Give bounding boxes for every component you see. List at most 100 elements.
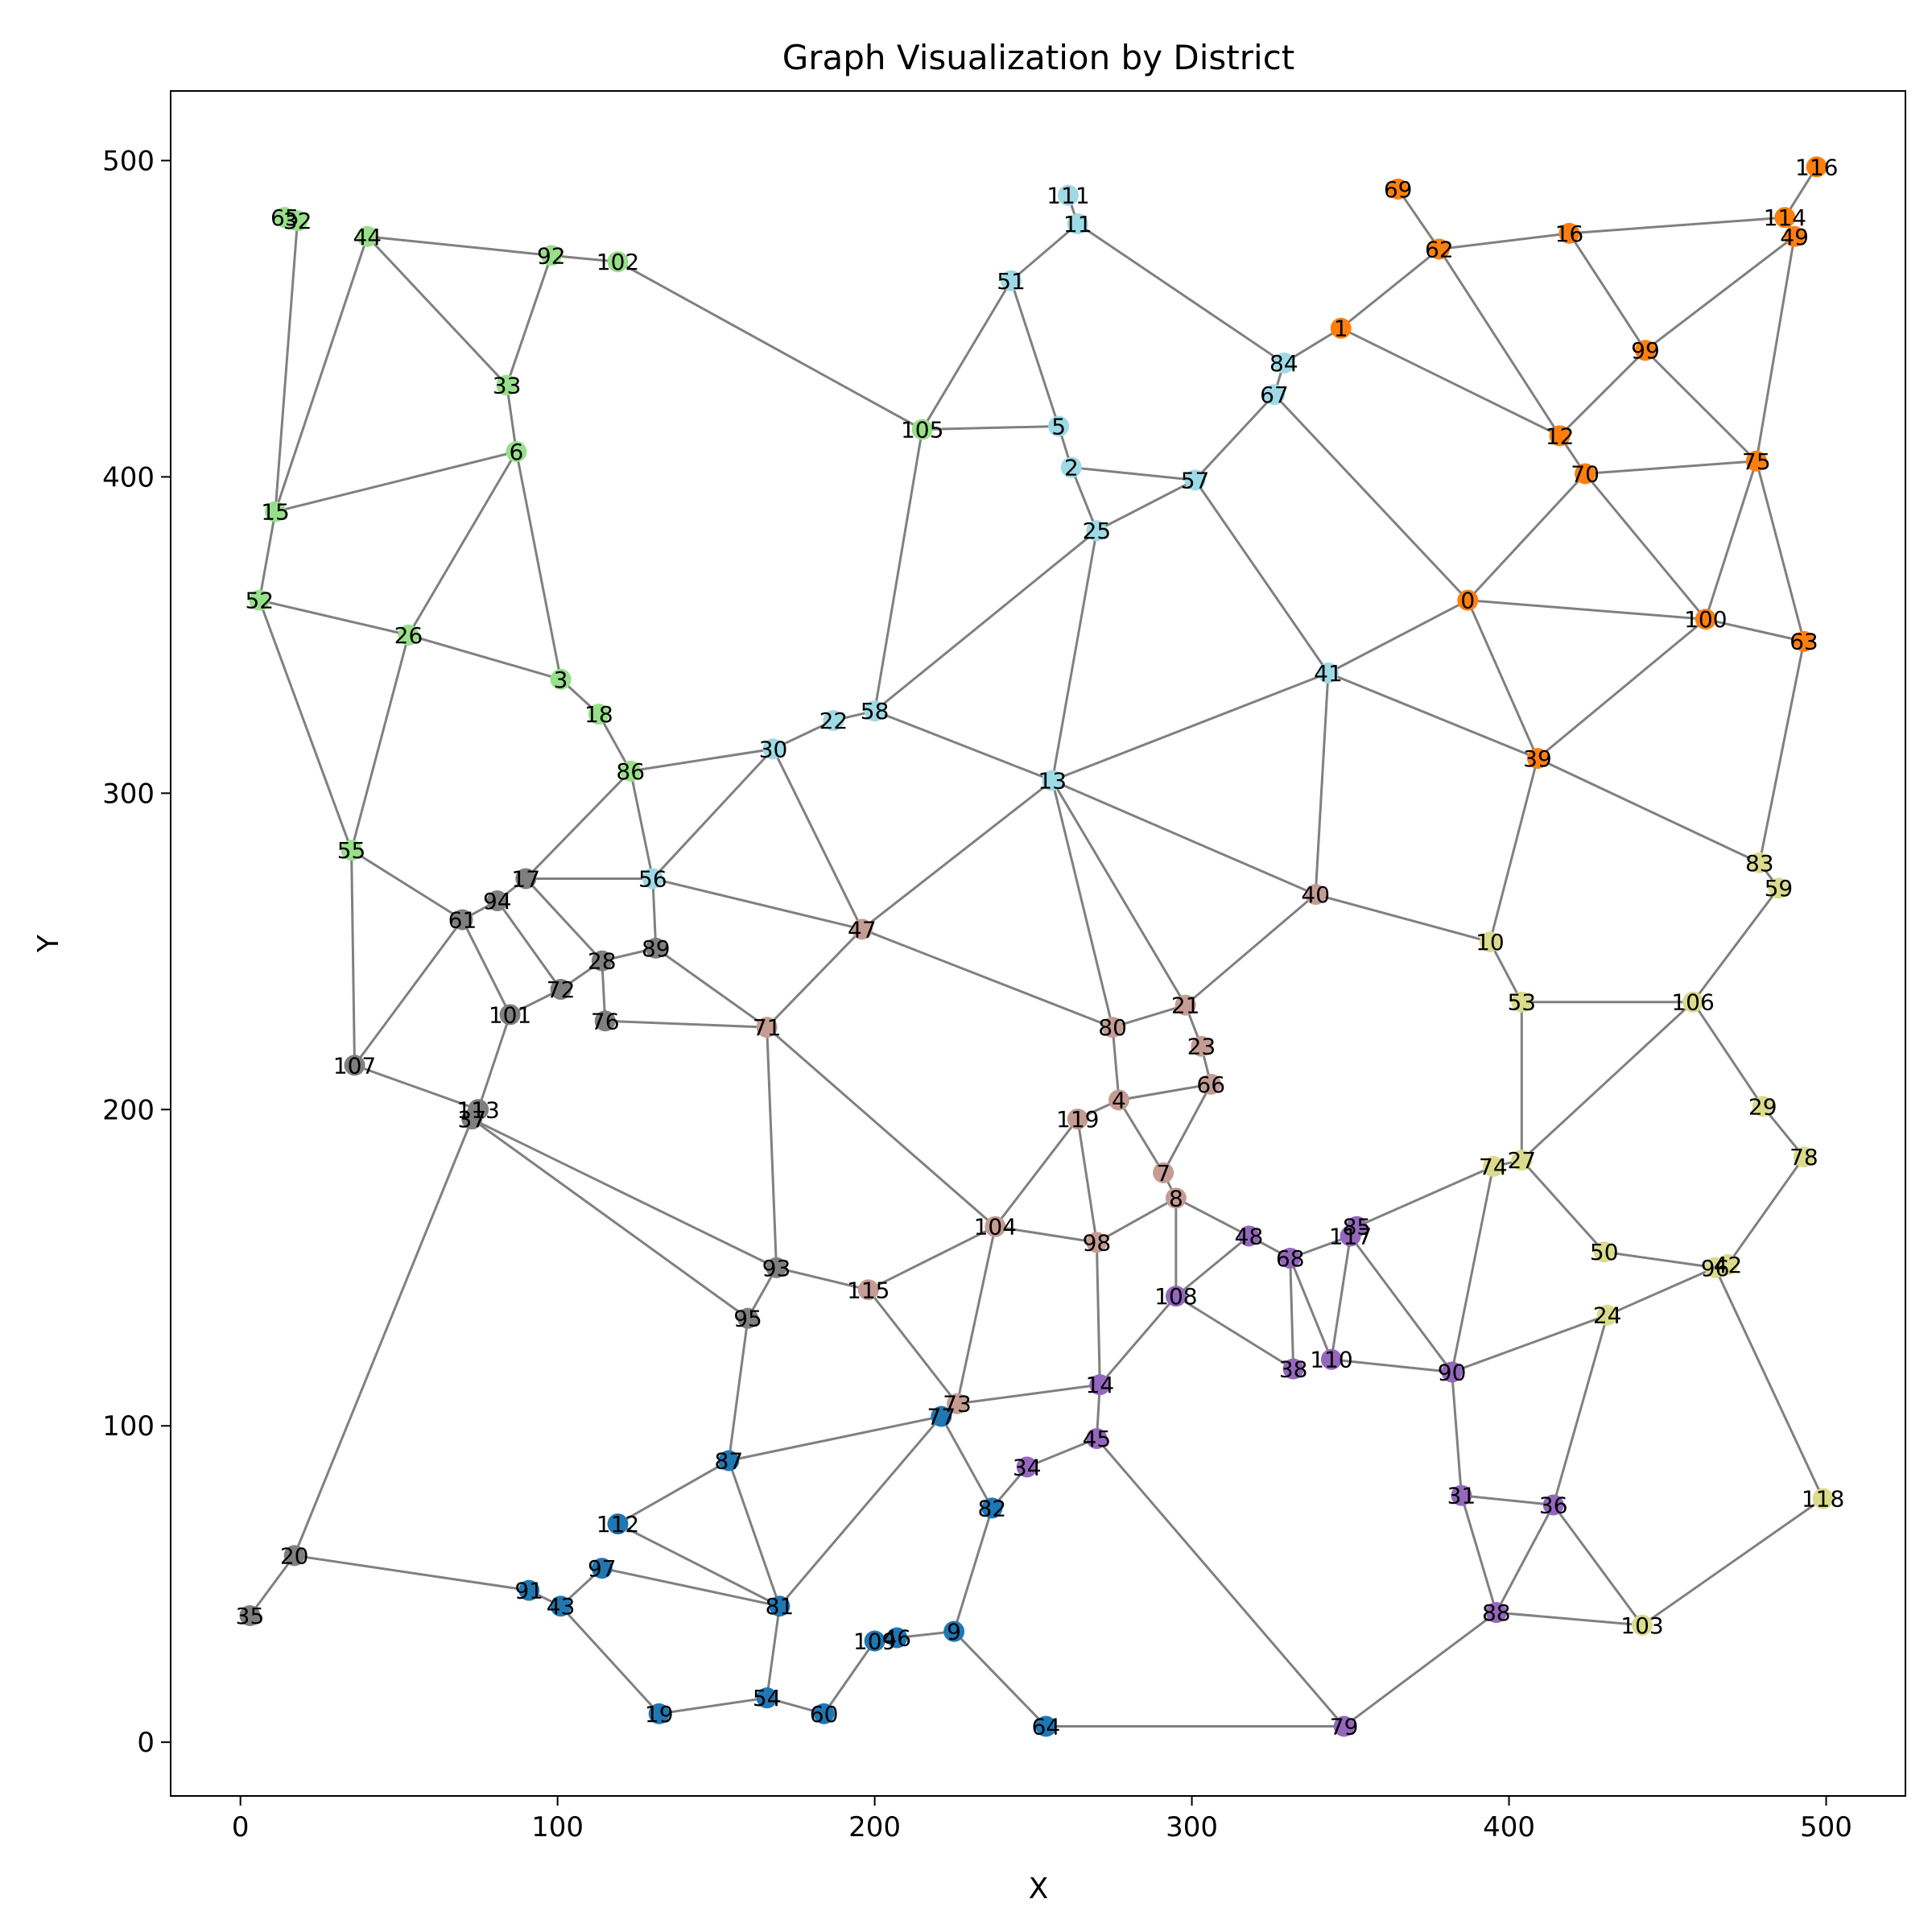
node-labels-layer: 0123456789101112131415161718192021222324… — [236, 154, 1845, 1740]
graph-node — [1451, 1484, 1472, 1506]
node-label: 5 — [1051, 414, 1066, 440]
node-label: 102 — [597, 249, 639, 275]
node-label: 104 — [974, 1214, 1017, 1241]
graph-node — [1596, 1304, 1618, 1326]
graph-node — [1108, 1089, 1129, 1111]
graph-edge — [1327, 599, 1469, 675]
node-label: 87 — [715, 1447, 744, 1474]
graph-node — [1067, 1108, 1088, 1130]
graph-edge — [506, 254, 553, 386]
graph-edge — [921, 280, 1013, 431]
graph-node — [1317, 663, 1339, 684]
graph-edge — [1070, 467, 1098, 531]
graph-edge — [772, 748, 864, 930]
graph-node — [1752, 1096, 1773, 1117]
node-label: 111 — [1046, 183, 1089, 209]
graph-node — [1264, 384, 1286, 406]
graph-edge — [258, 511, 277, 601]
graph-edge — [1184, 893, 1317, 1006]
node-label: 86 — [616, 758, 645, 785]
graph-node — [718, 1450, 740, 1472]
graph-node — [1086, 1232, 1108, 1253]
node-label: 94 — [483, 888, 512, 914]
graph-edge — [1705, 617, 1805, 643]
node-label: 99 — [1631, 337, 1660, 364]
graph-node — [607, 251, 629, 273]
node-label: 69 — [1384, 176, 1413, 203]
graph-node — [985, 1216, 1006, 1237]
graph-node — [1273, 352, 1294, 374]
node-label: 67 — [1260, 382, 1289, 408]
node-label: 9 — [947, 1619, 961, 1645]
y-tick-label: 500 — [102, 145, 155, 177]
graph-node — [1774, 207, 1796, 229]
graph-node — [645, 937, 667, 959]
graph-edge — [1537, 757, 1761, 865]
y-axis-label: Y — [32, 934, 65, 953]
graph-node — [981, 1497, 1003, 1519]
node-label: 8 — [1169, 1185, 1183, 1212]
graph-edge — [776, 1266, 869, 1291]
graph-node — [1457, 589, 1479, 611]
graph-edge — [1521, 1159, 1605, 1253]
graph-edge — [1607, 1266, 1716, 1317]
graph-edge — [1466, 600, 1539, 759]
node-label: 2 — [1064, 455, 1079, 481]
node-label: 93 — [762, 1255, 791, 1282]
graph-edge — [1175, 1294, 1294, 1370]
graph-node — [540, 245, 562, 266]
graph-edge — [630, 747, 774, 773]
graph-node — [756, 1687, 778, 1709]
graph-edge — [861, 779, 1054, 931]
graph-node — [1200, 1073, 1222, 1095]
graph-node — [886, 1627, 908, 1649]
x-tick-label: 300 — [1166, 1811, 1218, 1843]
graph-node — [823, 709, 844, 731]
y-tick-label: 0 — [137, 1727, 155, 1759]
graph-edge — [617, 260, 923, 431]
node-label: 34 — [1013, 1454, 1042, 1480]
graph-edge — [601, 1567, 780, 1608]
graph-node — [499, 1004, 521, 1026]
graph-node — [1191, 1035, 1212, 1057]
graph-edge — [651, 748, 774, 880]
graph-node — [344, 1055, 365, 1076]
graph-edge — [1099, 1295, 1178, 1386]
node-label: 75 — [1742, 448, 1771, 475]
node-label: 85 — [1343, 1214, 1372, 1241]
x-tick-label: 0 — [232, 1811, 250, 1843]
graph-node — [1279, 1247, 1301, 1269]
graph-edge — [1111, 1027, 1121, 1100]
node-label: 79 — [1330, 1714, 1359, 1740]
graph-edge — [350, 848, 464, 921]
graph-edge — [1488, 941, 1523, 1003]
node-label: 1 — [1334, 316, 1348, 342]
graph-node — [864, 700, 886, 722]
node-label: 92 — [537, 242, 566, 269]
node-label: 97 — [588, 1555, 617, 1582]
graph-edge — [1118, 1083, 1212, 1101]
graph-edge — [1496, 1611, 1643, 1627]
node-label: 38 — [1279, 1356, 1308, 1383]
graph-edge — [1289, 1257, 1333, 1360]
graph-node — [931, 1406, 952, 1427]
nodes-layer — [239, 156, 1834, 1737]
node-label: 4 — [1112, 1088, 1126, 1114]
node-label: 114 — [1764, 204, 1806, 231]
node-label: 55 — [337, 837, 366, 864]
graph-node — [1057, 184, 1079, 206]
graph-node — [1330, 317, 1352, 339]
graph-node — [642, 868, 663, 890]
graph-edge — [353, 1063, 479, 1111]
node-label: 89 — [642, 935, 671, 962]
graph-edge — [1096, 1197, 1177, 1244]
graph-edge — [1714, 1267, 1824, 1500]
node-label: 59 — [1765, 875, 1794, 902]
graph-edge — [1162, 1084, 1212, 1174]
graph-node — [1549, 425, 1571, 447]
graph-edge — [525, 877, 603, 962]
graph-edge — [1761, 1105, 1806, 1158]
graph-node — [1634, 340, 1656, 361]
graph-node — [1340, 1225, 1361, 1247]
